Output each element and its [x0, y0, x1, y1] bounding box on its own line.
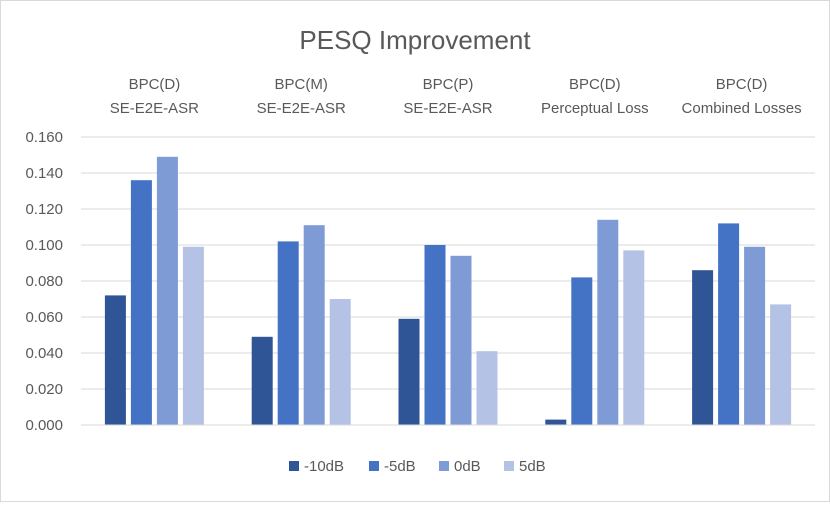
bar-5dB-group-3 [476, 351, 498, 425]
bar-10dB-group-3 [398, 318, 420, 425]
bar-5dB-group-2 [277, 241, 299, 425]
bar-0dB-group-2 [303, 225, 325, 425]
group-label: BPC(D) [569, 76, 621, 93]
group-label: BPC(M) [275, 76, 328, 93]
y-tick-label: 0.020 [25, 381, 63, 398]
y-tick-label: 0.040 [25, 345, 63, 362]
group-label: BPC(P) [423, 76, 474, 93]
y-tick-label: 0.060 [25, 309, 63, 326]
bar-10dB-group-1 [104, 295, 126, 425]
bar-5dB-group-2 [329, 299, 351, 425]
bar-5dB-group-4 [623, 250, 645, 425]
group-label: SE-E2E-ASR [257, 100, 346, 117]
bar-5dB-group-3 [424, 245, 446, 425]
legend-swatch [439, 461, 449, 471]
chart-title: PESQ Improvement [299, 25, 531, 55]
bar-5dB-group-5 [770, 304, 792, 425]
y-tick-label: 0.080 [25, 273, 63, 290]
legend-swatch [504, 461, 514, 471]
y-tick-label: 0.000 [25, 417, 63, 434]
bar-5dB-group-5 [718, 223, 740, 425]
group-label: BPC(D) [716, 76, 768, 93]
bar-10dB-group-5 [692, 270, 714, 425]
bar-0dB-group-1 [156, 156, 178, 426]
bar-0dB-group-3 [450, 255, 472, 425]
group-label: SE-E2E-ASR [110, 100, 199, 117]
group-label: Combined Losses [682, 100, 802, 117]
y-axis-ticks: 0.000 0.020 0.040 0.060 0.080 0.100 0.120 0.140… [25, 129, 63, 434]
group-label: Perceptual Loss [541, 100, 649, 117]
bar-10dB-group-4 [545, 419, 567, 425]
y-tick-label: 0.100 [25, 237, 63, 254]
bar-0dB-group-4 [597, 219, 619, 425]
legend-label: 0dB [454, 458, 481, 475]
group-labels: BPC(D) SE-E2E-ASR BPC(M) SE-E2E-ASR BPC(P) SE… [110, 76, 802, 117]
legend-label: 5dB [519, 458, 546, 475]
legend-swatch [289, 461, 299, 471]
bar-5dB-group-1 [130, 180, 152, 425]
group-label: BPC(D) [129, 76, 181, 93]
bar-5dB-group-1 [182, 246, 204, 425]
legend: -10dB -5dB 0dB 5dB [289, 458, 546, 475]
y-tick-label: 0.120 [25, 201, 63, 218]
bar-0dB-group-5 [744, 246, 766, 425]
bars [104, 156, 792, 426]
bar-10dB-group-2 [251, 336, 273, 425]
y-tick-label: 0.140 [25, 165, 63, 182]
y-tick-label: 0.160 [25, 129, 63, 146]
bar-5dB-group-4 [571, 277, 593, 425]
legend-label: -5dB [384, 458, 416, 475]
legend-label: -10dB [304, 458, 344, 475]
legend-swatch [369, 461, 379, 471]
group-label: SE-E2E-ASR [403, 100, 492, 117]
